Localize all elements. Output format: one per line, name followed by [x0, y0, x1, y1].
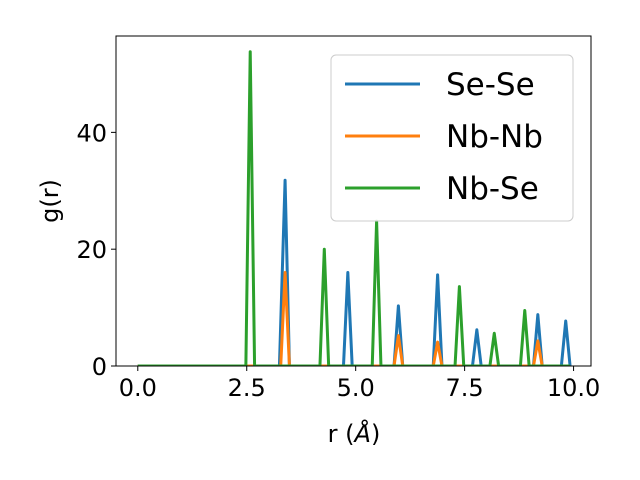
plot-area — [115, 35, 592, 367]
y-tick-label: 20 — [76, 236, 107, 264]
x-tick-label: 5.0 — [337, 374, 375, 402]
legend: Se-Se Nb-Nb Nb-Se — [330, 54, 574, 222]
legend-label-se-se: Se-Se — [446, 67, 535, 103]
x-axis-label-unit: Å — [353, 419, 371, 448]
y-axis: 0 20 40 — [76, 119, 116, 381]
x-axis-label: r (Å) — [328, 419, 381, 448]
x-axis-label-suffix: ) — [371, 420, 380, 448]
series-layer — [137, 50, 572, 366]
legend-box — [330, 54, 574, 222]
y-axis-label: g(r) — [36, 179, 64, 223]
x-axis: 0.0 2.5 5.0 7.5 10.0 — [119, 366, 600, 402]
x-axis-label-prefix: r ( — [328, 420, 355, 448]
x-tick-label: 0.0 — [119, 374, 157, 402]
series-line-nb-nb — [137, 271, 571, 366]
legend-label-nb-nb: Nb-Nb — [446, 119, 543, 155]
y-tick-label: 40 — [76, 119, 107, 147]
x-tick-label: 2.5 — [228, 374, 266, 402]
y-tick-label: 0 — [92, 353, 107, 381]
x-tick-label: 7.5 — [446, 374, 484, 402]
series-line-se-se — [137, 178, 572, 366]
plot-frame — [115, 35, 592, 367]
legend-label-nb-se: Nb-Se — [446, 171, 539, 207]
x-tick-label: 10.0 — [547, 374, 600, 402]
